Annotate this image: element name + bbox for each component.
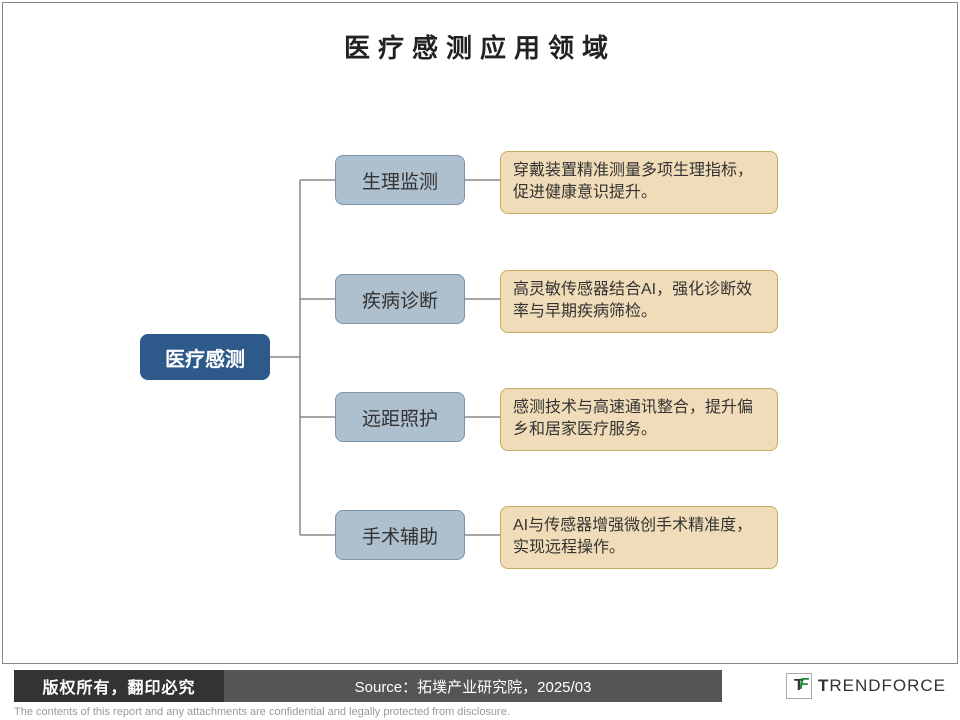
disclaimer-text: The contents of this report and any atta…: [14, 706, 510, 718]
source-label: Source：拓墣产业研究院，2025/03: [224, 670, 722, 702]
sub-node-0: 生理监测: [335, 155, 465, 205]
desc-node-0: 穿戴装置精准测量多项生理指标，促进健康意识提升。: [500, 151, 778, 214]
sub-node-2: 远距照护: [335, 392, 465, 442]
connector-lines: [0, 130, 960, 630]
sub-node-1: 疾病诊断: [335, 274, 465, 324]
desc-node-1: 高灵敏传感器结合AI，强化诊断效率与早期疾病筛检。: [500, 270, 778, 333]
page-title: 医疗感测应用领域: [0, 28, 960, 65]
sub-node-3: 手术辅助: [335, 510, 465, 560]
copyright-badge: 版权所有，翻印必究: [14, 670, 224, 702]
diagram-container: 医疗感测 生理监测疾病诊断远距照护手术辅助 穿戴装置精准测量多项生理指标，促进健…: [0, 130, 960, 630]
desc-node-3: AI与传感器增强微创手术精准度，实现远程操作。: [500, 506, 778, 569]
logo-icon: TF: [786, 673, 812, 699]
brand-logo: TF TRENDFORCE: [786, 670, 946, 702]
root-node: 医疗感测: [140, 334, 270, 380]
footer: 版权所有，翻印必究 Source：拓墣产业研究院，2025/03 TF TREN…: [0, 664, 960, 702]
logo-text: TRENDFORCE: [818, 676, 946, 696]
desc-node-2: 感测技术与高速通讯整合，提升偏乡和居家医疗服务。: [500, 388, 778, 451]
